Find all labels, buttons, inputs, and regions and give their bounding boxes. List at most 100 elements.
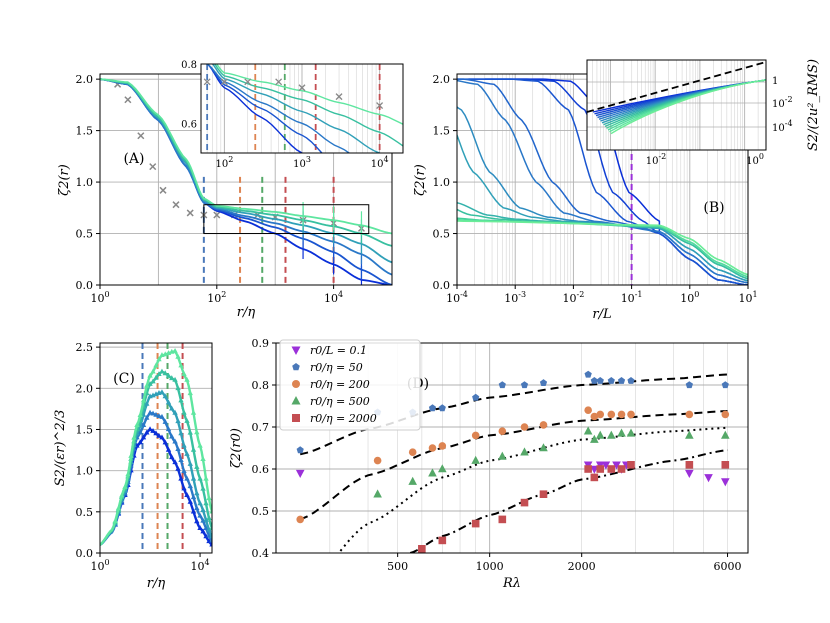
panel-d-marker [539,443,548,452]
panel-c-marker [175,465,181,471]
panel-d-marker [520,498,529,507]
panel-b-series-line [457,78,748,285]
panel-a-series-line [100,78,392,247]
panel-c-marker [181,409,187,415]
panel-a-y-tick-label: 2.0 [76,73,94,86]
panel-b-x-tick-label: 10-2 [563,290,585,305]
panel-b-y-tick-label: 1.0 [433,176,451,189]
cross-stroke [213,211,221,219]
inset-reference-point [244,78,252,86]
panel-c-marker [187,461,193,466]
panel-c-marker [172,376,178,382]
panel-d-marker [685,469,694,478]
panel-c-marker [169,433,175,439]
panel-b-ylabel: ζ2(r) [413,164,428,196]
panel-b-y-tick-label: 0.0 [433,279,451,292]
panel-b-series-line [457,220,748,276]
inset-x-tick-label: 10-2 [646,152,667,167]
inset-ylabel: S2/(2u²_RMS) [806,59,821,151]
panel-c-marker [206,495,212,501]
panel-d-marker [607,465,616,473]
panel-c-marker [119,492,125,498]
panel-c-marker [190,446,197,452]
panel-c-marker [153,362,159,368]
panel-d-marker [471,519,480,528]
panel-a-xlabel: r/η [237,305,256,320]
panel-c: 100 104 0.0 0.5 1.0 1.5 2.0 2.5 r/η S2/(εr)^2/3 (C… [53,341,213,591]
panel-c-marker [140,397,147,403]
panel-d-marker [626,428,636,437]
panel-c-marker [200,528,206,534]
panel-c-marker [206,532,212,538]
inset-y-tick-label: 10-2 [772,95,793,110]
panel-a-reference-point [137,132,145,140]
panel-d-marker [428,404,437,412]
panel-c-marker [165,372,172,378]
panel-c-marker [203,516,209,522]
panel-c-marker [156,356,162,362]
panel-c-frame [99,342,213,554]
panel-a-reference-point [186,209,194,217]
panel-c-marker [172,348,178,353]
cross-stroke [159,186,167,194]
panel-c-marker [190,494,197,500]
inset-y-tick-label: 0.8 [181,60,197,71]
panel-b-xlabel: r/L [592,307,611,322]
panel-d-marker [596,465,605,473]
inset-series-line [206,64,304,153]
panel-a-series-line [100,78,392,235]
inset-y-tick-label: 0.6 [181,119,197,130]
panel-d-marker [607,430,616,439]
panel-c-marker [175,418,181,424]
panel-c-marker [153,374,159,380]
panel-c-marker [162,418,168,424]
panel-d-marker [584,370,592,378]
panel-b-y-tick-label: 1.5 [433,125,451,138]
panel-c-marker [200,456,206,462]
panel-c-marker [187,483,193,489]
panel-d-fit-line [409,449,728,553]
legend-marker [292,414,300,422]
panel-d-frame [275,342,749,554]
panel-b-x-tick-label: 10-1 [621,290,643,305]
panel-b-x-tick-label: 10-4 [446,290,468,305]
cross-stroke [335,93,343,101]
inset-series-line [610,79,767,135]
panel-c-x-tick-label: 104 [191,558,210,573]
inset-reference-point [275,78,283,86]
panel-d-marker [590,412,599,421]
panel-c-marker [137,412,143,418]
panel-c-marker [187,429,193,435]
panel-c-marker [187,498,193,504]
panel-d-marker [498,515,507,524]
panel-c-marker [194,490,200,496]
legend-label: r0/η = 500 [310,395,370,408]
panel-d-marker [408,448,417,457]
panel-c-marker [122,483,128,489]
panel-d-marker [471,431,480,440]
panel-c-xlabel: r/η [147,576,166,591]
panel-b: 10-4 10-3 10-2 10-1 100 101 0.0 0.5 1.0 1.5 2.0 r/L… [413,59,821,322]
panel-c-marker [203,500,209,506]
panel-a-inset: 102 103 104 0.6 0.8 [181,60,404,170]
panel-d-marker [295,469,305,478]
inset-reference-point [220,78,228,86]
inset-series-line [211,64,382,153]
inset-y-tick-label: 1 [772,76,778,87]
panel-c-marker [197,442,203,448]
legend-marker [292,363,300,371]
panel-a-y-tick-label: 0.5 [76,228,94,241]
panel-c-marker [203,475,209,481]
panel-c-marker [147,426,153,432]
panel-c-marker [159,368,165,374]
panel-c-marker [165,426,172,432]
panel-c-ylabel: S2/(εr)^2/3 [53,410,68,487]
panel-a-label: (A) [123,151,144,167]
panel-a-reference-point [149,163,157,171]
panel-d-y-tick-label: 0.5 [252,505,270,518]
panel-d-marker [617,410,626,419]
panel-d-marker [612,461,621,470]
legend-label: r0/L = 0.1 [310,344,367,357]
panel-c-marker [112,518,118,523]
